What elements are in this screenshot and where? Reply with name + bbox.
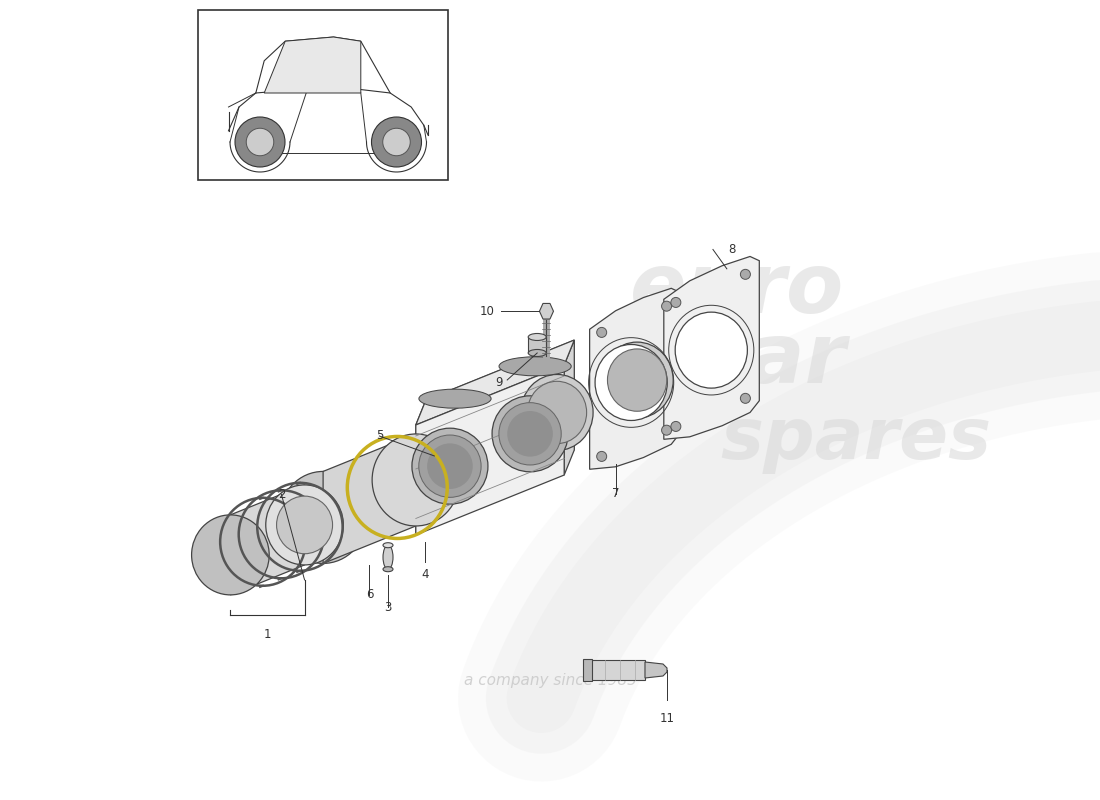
Circle shape (383, 128, 410, 156)
Bar (528, 337, 547, 353)
Polygon shape (539, 303, 553, 319)
Text: 7: 7 (612, 487, 619, 500)
Polygon shape (564, 340, 574, 475)
Circle shape (671, 298, 681, 307)
Circle shape (372, 117, 421, 167)
Ellipse shape (503, 370, 579, 446)
Text: 8: 8 (728, 243, 735, 256)
Polygon shape (645, 662, 667, 678)
Ellipse shape (499, 402, 561, 465)
Ellipse shape (492, 396, 568, 472)
Text: 2: 2 (277, 488, 285, 501)
Ellipse shape (601, 342, 673, 418)
Ellipse shape (595, 345, 668, 421)
Polygon shape (426, 340, 574, 510)
Ellipse shape (279, 471, 366, 563)
Text: 3: 3 (384, 601, 392, 614)
Text: car: car (700, 319, 847, 401)
Polygon shape (264, 37, 361, 93)
Circle shape (661, 425, 672, 435)
Ellipse shape (276, 496, 332, 554)
Ellipse shape (419, 389, 491, 408)
Ellipse shape (383, 566, 393, 572)
Polygon shape (230, 485, 305, 595)
Polygon shape (663, 257, 759, 439)
Text: 11: 11 (660, 712, 674, 725)
Ellipse shape (521, 374, 593, 450)
Text: 10: 10 (480, 305, 495, 318)
Circle shape (596, 451, 607, 462)
Ellipse shape (422, 403, 498, 479)
Ellipse shape (383, 546, 393, 570)
Ellipse shape (383, 542, 393, 548)
Ellipse shape (607, 349, 667, 411)
Ellipse shape (419, 435, 481, 498)
Ellipse shape (427, 443, 473, 489)
Circle shape (235, 117, 285, 167)
Polygon shape (590, 288, 681, 470)
Text: a company since 1985: a company since 1985 (463, 673, 637, 687)
Ellipse shape (191, 515, 270, 595)
Text: 1: 1 (264, 628, 272, 642)
Text: 5: 5 (376, 430, 383, 442)
Circle shape (246, 128, 274, 156)
Text: spares: spares (720, 406, 991, 474)
Text: 4: 4 (421, 568, 429, 581)
Polygon shape (416, 340, 574, 425)
Text: euro: euro (630, 250, 845, 330)
Polygon shape (416, 365, 564, 535)
Polygon shape (323, 434, 416, 563)
Ellipse shape (675, 312, 747, 388)
Ellipse shape (528, 334, 547, 341)
Ellipse shape (528, 350, 547, 357)
Bar (590, 660, 645, 680)
Text: 9: 9 (495, 377, 503, 390)
Ellipse shape (411, 428, 488, 504)
Bar (583, 659, 592, 681)
Circle shape (596, 327, 607, 338)
Text: 6: 6 (365, 588, 373, 601)
Circle shape (661, 301, 672, 311)
Ellipse shape (266, 485, 343, 565)
Circle shape (740, 394, 750, 403)
Polygon shape (416, 400, 426, 535)
Circle shape (671, 422, 681, 431)
Ellipse shape (372, 434, 460, 526)
Ellipse shape (507, 411, 553, 457)
Ellipse shape (527, 382, 586, 444)
Circle shape (740, 270, 750, 279)
Bar (198, 10, 448, 180)
Ellipse shape (499, 357, 571, 376)
